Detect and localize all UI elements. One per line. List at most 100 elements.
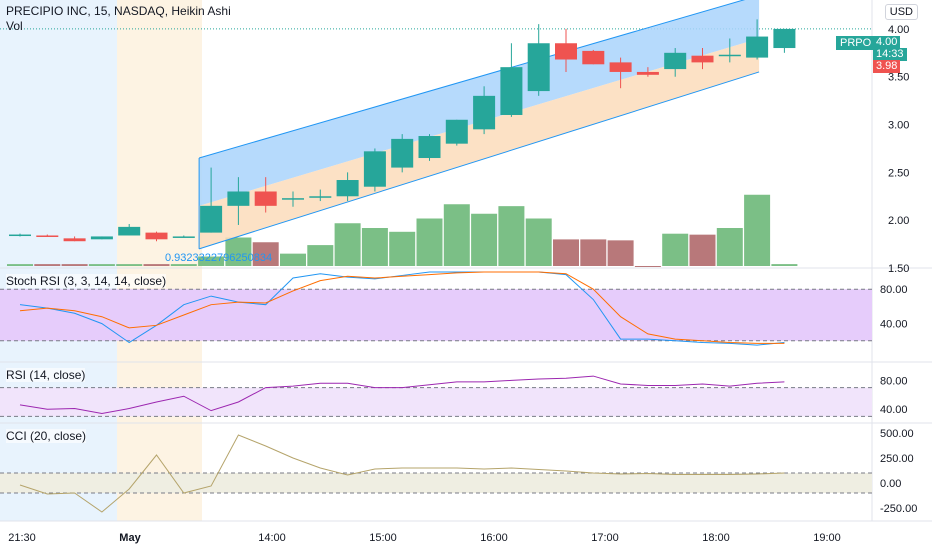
candle-body xyxy=(773,28,796,49)
candle-body xyxy=(118,226,141,236)
candle-body xyxy=(636,71,659,75)
cci-tick-label: -250.00 xyxy=(880,503,917,515)
rsi-series-0 xyxy=(19,375,785,415)
stoch-rsi-series-1 xyxy=(19,271,785,344)
candle-body xyxy=(555,43,577,60)
candle-body xyxy=(609,62,632,72)
cci-tick-label: 500.00 xyxy=(880,428,914,440)
time-tick-label: 17:00 xyxy=(591,532,619,544)
channel-upper-line xyxy=(198,0,746,159)
channel-lower-line xyxy=(198,71,760,250)
secondary-price-tag: 3.98 xyxy=(873,60,901,73)
time-tick-label: May xyxy=(119,532,141,544)
session-shade xyxy=(117,0,202,521)
symbol-price-tag: PRPO xyxy=(836,36,876,50)
candle-body xyxy=(254,191,277,206)
volume-bar xyxy=(416,218,443,266)
volume-bar xyxy=(471,213,498,266)
volume-bar xyxy=(34,264,61,266)
candle-body xyxy=(363,151,386,187)
volume-bar xyxy=(7,264,33,266)
candle-body xyxy=(527,43,550,92)
candle-body xyxy=(90,236,113,240)
stoch-rsi-tick-label: 40.00 xyxy=(880,319,908,331)
volume-bar xyxy=(361,228,388,266)
candle-body xyxy=(36,235,59,237)
volume-bar xyxy=(634,266,661,267)
volume-bar xyxy=(88,264,115,266)
volume-bar xyxy=(198,256,225,266)
price-tick-label: 2.50 xyxy=(888,167,909,179)
candle-body xyxy=(500,67,523,115)
price-tick-label: 3.50 xyxy=(888,72,909,84)
candle-body xyxy=(172,236,195,238)
cci-tick-label: 250.00 xyxy=(880,453,914,465)
volume-bar xyxy=(553,239,579,266)
volume-bar xyxy=(662,233,689,266)
rsi-tick-label: 80.00 xyxy=(880,375,908,387)
stoch-rsi-label: Stoch RSI (3, 3, 14, 14, close) xyxy=(6,274,167,288)
volume-bar xyxy=(225,237,252,266)
chart-title: PRECIPIO INC, 15, NASDAQ, Heikin Ashi xyxy=(6,4,231,18)
channel-annotation: 0.9323322796250834 xyxy=(165,252,272,264)
candle-body xyxy=(200,205,223,233)
price-tick-label: 2.00 xyxy=(888,215,909,227)
currency-button[interactable]: USD xyxy=(884,4,918,20)
rsi-label: RSI (14, close) xyxy=(6,368,86,382)
rsi-tick-label: 40.00 xyxy=(880,404,908,416)
last-price-tag: 4.00 xyxy=(873,36,901,49)
volume-bar xyxy=(498,206,525,266)
stoch-rsi-tick-label: 80.00 xyxy=(880,284,908,296)
time-tick-label: 14:00 xyxy=(258,532,286,544)
price-tick-label: 1.50 xyxy=(888,263,909,275)
time-tick-label: 21:30 xyxy=(8,532,36,544)
time-tick-label: 15:00 xyxy=(369,532,397,544)
candle-body xyxy=(309,196,332,198)
volume-bar xyxy=(307,245,334,266)
volume-bar xyxy=(170,264,197,266)
volume-bar xyxy=(580,239,607,266)
countdown-tag: 14:33 xyxy=(873,48,907,61)
volume-bar xyxy=(607,240,634,266)
volume-label: Vol xyxy=(6,19,23,33)
candle-body xyxy=(445,119,468,144)
candle-body xyxy=(9,234,31,237)
cci-series-0 xyxy=(19,434,785,513)
volume-bar xyxy=(280,253,306,266)
time-tick-label: 19:00 xyxy=(813,532,841,544)
candle-body xyxy=(391,138,414,168)
volume-bar xyxy=(443,204,470,266)
volume-bar xyxy=(61,264,88,266)
candle-body xyxy=(63,238,86,242)
volume-bar xyxy=(744,194,771,266)
candle-body xyxy=(227,191,250,206)
candle-body xyxy=(664,52,687,70)
time-tick-label: 16:00 xyxy=(480,532,508,544)
volume-bar xyxy=(116,264,143,266)
volume-bar xyxy=(252,242,279,266)
rsi-band xyxy=(0,387,872,417)
candle-body xyxy=(336,180,359,197)
candle-body xyxy=(473,95,496,130)
volume-bar xyxy=(525,218,552,266)
cci-band xyxy=(0,473,872,493)
symbol-title: PRECIPIO INC, 15, NASDAQ, Heikin Ashi xyxy=(6,4,231,18)
candle-body xyxy=(145,232,168,240)
volume-bar xyxy=(771,264,798,266)
volume-bar xyxy=(334,223,361,266)
candle-body xyxy=(418,136,441,159)
stoch-rsi-band xyxy=(0,289,872,341)
volume-bar xyxy=(389,231,416,266)
candle-body xyxy=(746,36,769,58)
cci-tick-label: 0.00 xyxy=(880,478,901,490)
price-tick-label: 4.00 xyxy=(888,24,909,36)
candle-body xyxy=(691,55,714,63)
candle-body xyxy=(282,198,304,200)
volume-bar xyxy=(143,264,170,266)
candle-body xyxy=(718,54,741,57)
volume-bar xyxy=(716,228,743,266)
stoch-rsi-series-0 xyxy=(19,271,785,346)
price-tick-label: 3.00 xyxy=(888,120,909,132)
candle-body xyxy=(582,50,605,65)
